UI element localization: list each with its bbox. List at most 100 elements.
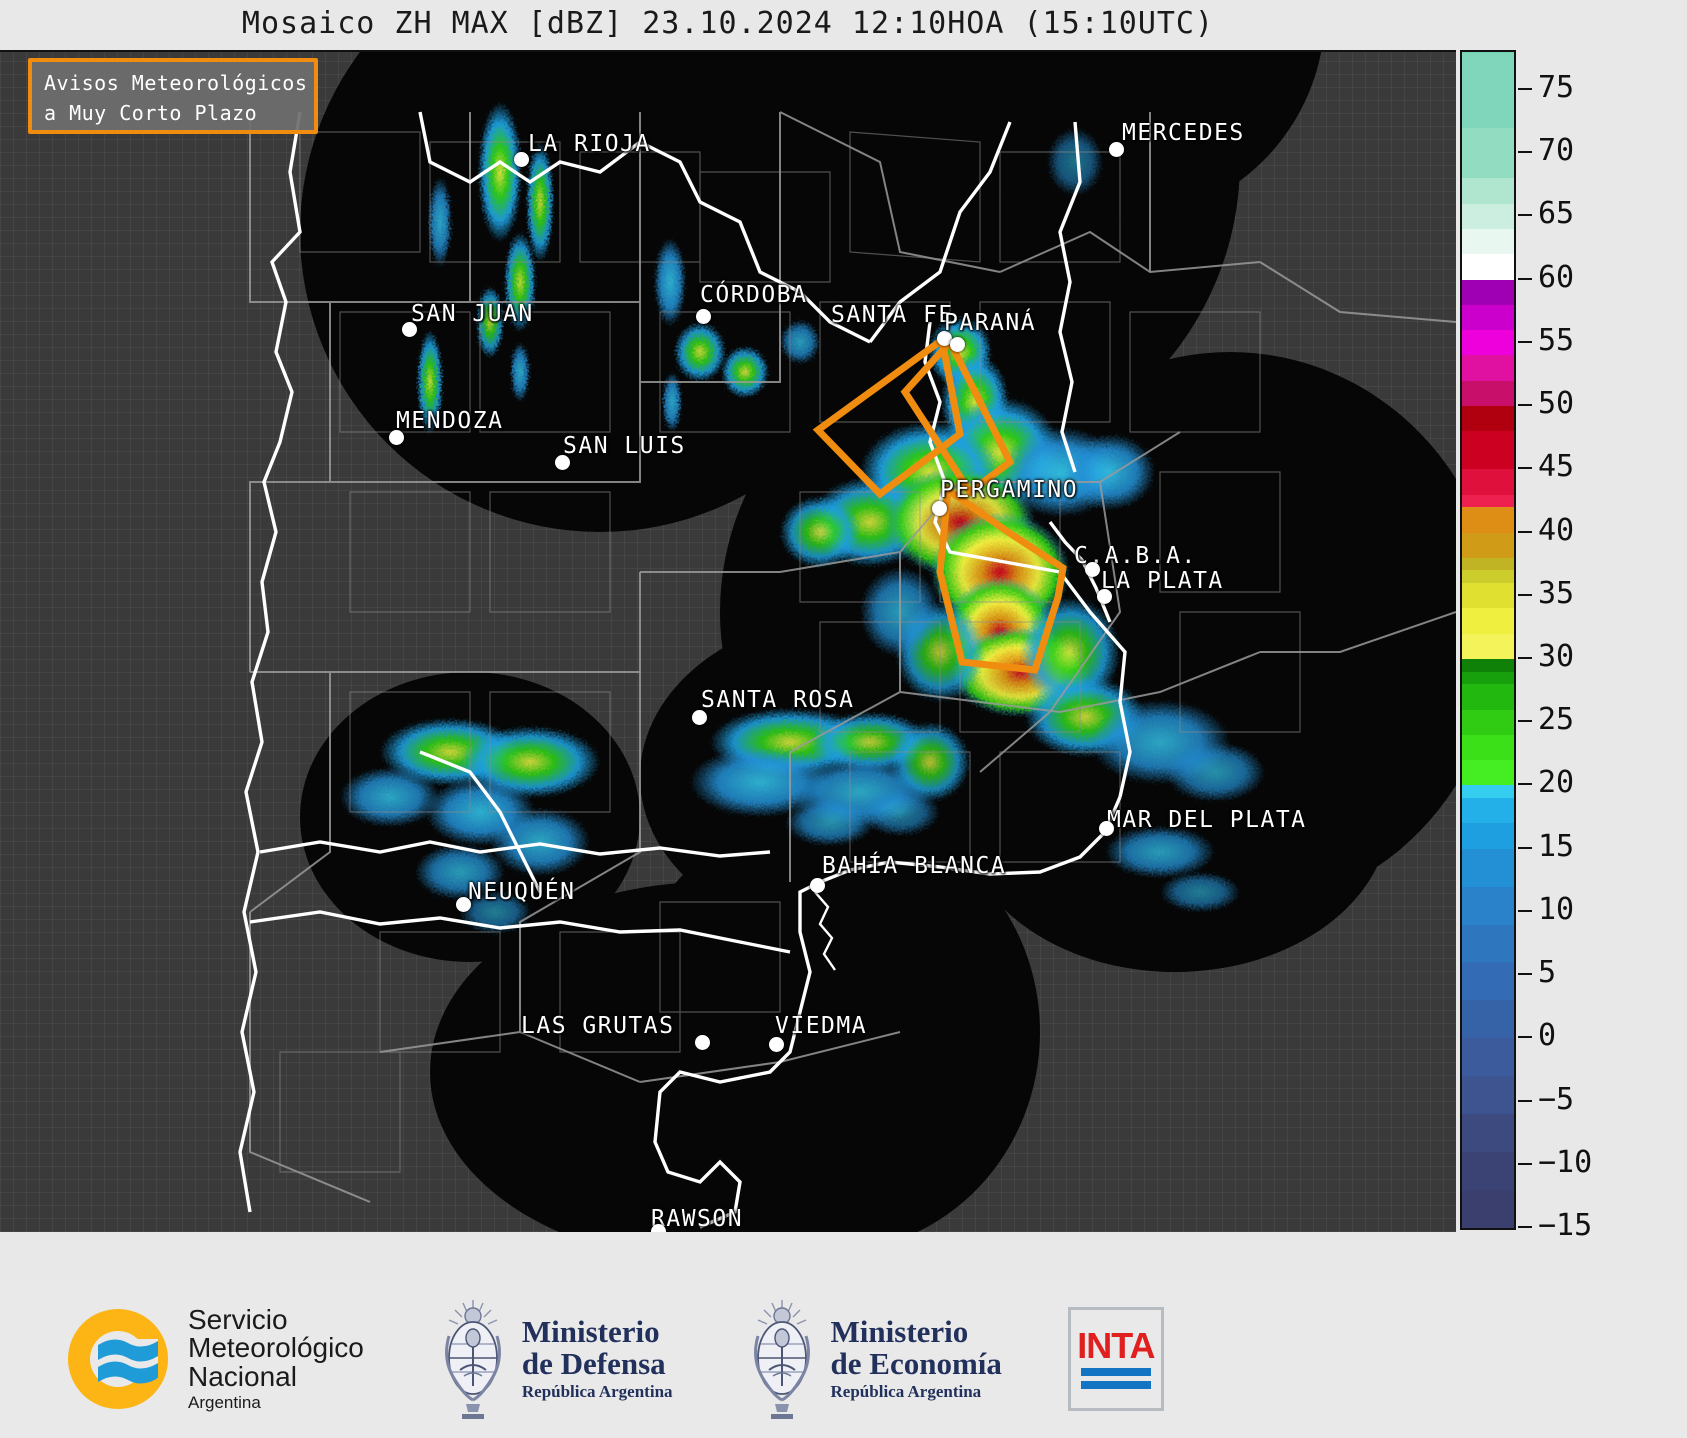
colorbar-tick — [1518, 720, 1532, 723]
economia-line2: de Economía — [830, 1346, 1002, 1382]
city-dot-mercedes — [1109, 142, 1124, 157]
city-label-san-luis: SAN LUIS — [563, 433, 686, 459]
colorbar-segment — [1462, 570, 1514, 584]
colorbar-segment — [1462, 709, 1514, 735]
city-dot-las-grutas — [695, 1035, 710, 1050]
colorbar-tick-label: −15 — [1538, 1208, 1593, 1243]
city-dot-rawson — [651, 1224, 666, 1232]
colorbar-tick — [1518, 909, 1532, 912]
colorbar-tick-label: 65 — [1538, 196, 1575, 232]
colorbar-tick-label: 15 — [1538, 828, 1575, 864]
colorbar-tick-label: 55 — [1538, 322, 1575, 358]
colorbar-segment — [1462, 557, 1514, 571]
city-dot-la-plata — [1097, 589, 1112, 604]
colorbar-segment — [1462, 279, 1514, 305]
colorbar-tick — [1518, 467, 1532, 470]
city-dot-santa-rosa — [692, 710, 707, 725]
colorbar-segment — [1462, 684, 1514, 710]
colorbar-segment — [1462, 962, 1514, 1001]
colorbar-tick-label: −10 — [1538, 1144, 1593, 1180]
warning-legend-box[interactable]: Avisos Meteorológicos a Muy Corto Plazo — [28, 58, 318, 134]
inta-bar-1 — [1080, 1367, 1151, 1376]
city-label-bahia-blanca: BAHÍA BLANCA — [822, 853, 1007, 879]
radar-map[interactable]: MERCEDES LA RIOJA SAN JUAN CÓRDOBA SANTA… — [0, 50, 1456, 1232]
economia-line1: Ministerio — [830, 1313, 969, 1349]
colorbar-segment — [1462, 823, 1514, 849]
logo-ministerio-economia: Ministerio de Economía República Argenti… — [745, 1294, 1002, 1424]
city-label-cordoba: CÓRDOBA — [700, 282, 808, 308]
city-label-las-grutas: LAS GRUTAS — [521, 1013, 675, 1039]
colorbar-segment — [1462, 178, 1514, 204]
coastline-and-borders — [238, 111, 1132, 1229]
city-dot-neuquen — [456, 897, 471, 912]
colorbar-segment — [1462, 330, 1514, 356]
colorbar-segment — [1462, 633, 1514, 659]
dbz-colorbar-ticks: −15 −10 −5 0 5 10 15 20 25 30 35 40 45 50 55 60 65 70 75 — [1518, 50, 1638, 1241]
colorbar-tick — [1518, 1099, 1532, 1102]
defensa-line1: Ministerio — [521, 1313, 660, 1349]
city-dot-mar-del-plata — [1099, 821, 1114, 836]
city-label-neuquen: NEUQUÉN — [468, 879, 576, 905]
map-vectors — [238, 102, 1456, 1229]
colorbar-tick — [1518, 530, 1532, 533]
page-title: Mosaico ZH MAX [dBZ] 23.10.2024 12:10HOA… — [241, 6, 1215, 41]
warning-legend-line2: a Muy Corto Plazo — [44, 101, 258, 125]
city-label-parana: PARANÁ — [944, 310, 1037, 336]
colorbar-tick-label: 60 — [1538, 259, 1575, 295]
inta-bar-2 — [1080, 1380, 1151, 1389]
city-dot-viedma — [769, 1037, 784, 1052]
city-label-viedma: VIEDMA — [775, 1013, 868, 1039]
colorbar-tick-label: 45 — [1538, 449, 1575, 485]
footer-logos: Servicio Meteorológico Nacional Argentin… — [0, 1279, 1687, 1438]
colorbar-tick-label: 35 — [1538, 575, 1575, 611]
colorbar-segment — [1462, 924, 1514, 963]
colorbar-segment — [1462, 886, 1514, 925]
city-label-san-juan: SAN JUAN — [411, 301, 534, 327]
colorbar-segment — [1462, 1152, 1514, 1191]
colorbar-segment — [1462, 1076, 1514, 1115]
colorbar-segment — [1462, 1190, 1514, 1228]
colorbar-segment — [1462, 671, 1514, 685]
warning-polygon-south — [936, 483, 1067, 674]
defensa-line3: República Argentina — [521, 1382, 673, 1402]
city-dot-caba — [1085, 562, 1100, 577]
city-dot-la-rioja — [514, 152, 529, 167]
city-dot-bahia-blanca — [810, 878, 825, 893]
smn-line2: Meteorológico — [188, 1332, 364, 1364]
colorbar-tick-label: 20 — [1538, 765, 1575, 801]
colorbar-segment — [1462, 734, 1514, 761]
logo-smn: Servicio Meteorológico Nacional Argentin… — [62, 1303, 364, 1415]
city-dot-cordoba — [696, 309, 711, 324]
city-dot-pergamino — [932, 501, 947, 516]
colorbar-segment — [1462, 355, 1514, 381]
argentina-coat-of-arms-icon — [444, 1299, 501, 1419]
colorbar-segment — [1462, 507, 1514, 533]
colorbar-tick-label: 0 — [1538, 1018, 1557, 1054]
city-dot-mendoza — [389, 430, 404, 445]
colorbar-segment — [1462, 380, 1514, 407]
colorbar-segment — [1462, 254, 1514, 280]
colorbar-segment — [1462, 1000, 1514, 1039]
colorbar-segment — [1462, 658, 1514, 672]
colorbar-tick — [1518, 151, 1532, 154]
logo-ministerio-defensa: Ministerio de Defensa República Argentin… — [436, 1294, 673, 1424]
smn-line4: Argentina — [188, 1393, 261, 1413]
colorbar-segment — [1462, 583, 1514, 609]
colorbar-segment — [1462, 532, 1514, 558]
colorbar-tick — [1518, 1036, 1532, 1039]
colorbar-segment — [1462, 127, 1514, 179]
city-label-santa-fe: SANTA FE — [831, 302, 954, 328]
defensa-line2: de Defensa — [521, 1346, 666, 1382]
colorbar-segment — [1462, 848, 1514, 887]
city-label-mercedes: MERCEDES — [1122, 120, 1245, 146]
colorbar-segment — [1462, 494, 1514, 508]
city-label-mendoza: MENDOZA — [396, 408, 504, 434]
warning-polygon-northeast — [900, 335, 1015, 498]
colorbar-segment — [1462, 1038, 1514, 1077]
colorbar-tick-label: 30 — [1538, 638, 1575, 674]
colorbar-tick — [1518, 783, 1532, 786]
colorbar-tick — [1518, 1162, 1532, 1165]
colorbar-segment — [1462, 1114, 1514, 1153]
warning-legend-line1: Avisos Meteorológicos — [44, 71, 308, 95]
